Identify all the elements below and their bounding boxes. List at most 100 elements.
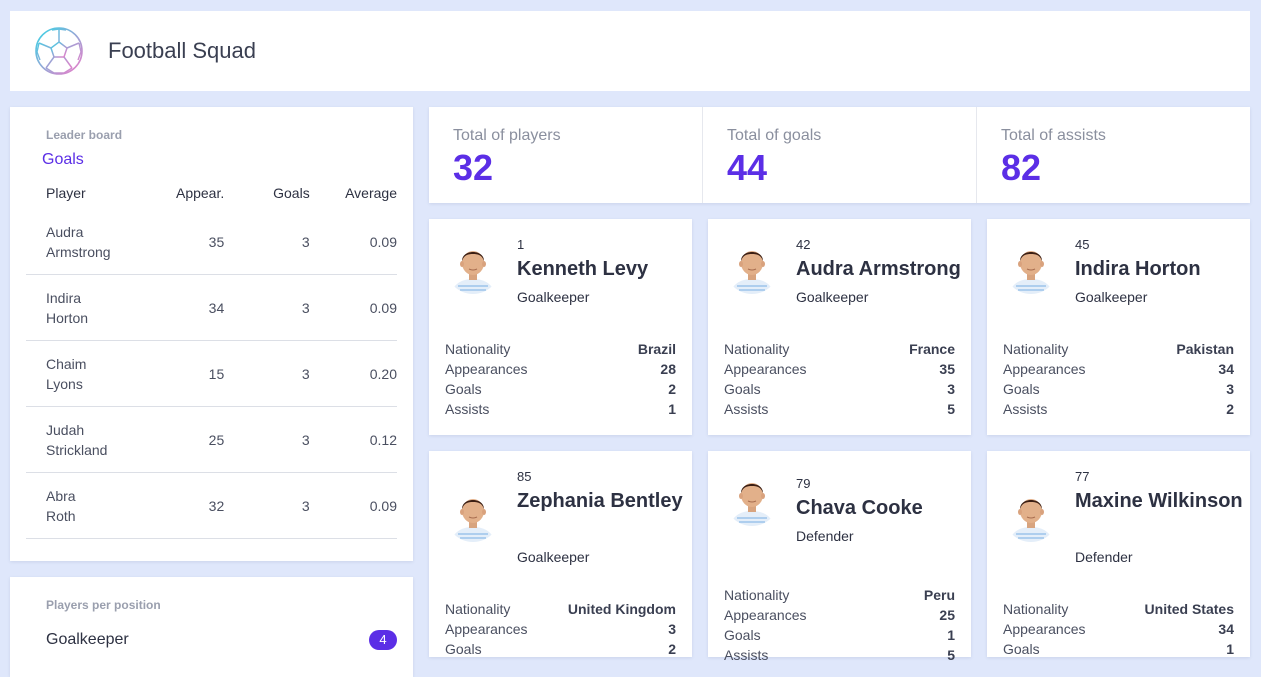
goals-label: Goals	[445, 381, 482, 397]
player-avatar-icon	[1003, 239, 1059, 295]
stat-value: 82	[1001, 147, 1042, 188]
appearances-label: Appearances	[1003, 361, 1086, 377]
player-avatar-icon	[445, 239, 501, 295]
player-name: Chava Cooke	[796, 497, 923, 519]
stat-value: 32	[453, 147, 494, 188]
table-row[interactable]: Abra Roth 32 3 0.09	[26, 472, 397, 539]
column-appearances: Appear.	[175, 185, 225, 201]
player-position: Goalkeeper	[517, 549, 590, 565]
assists-label: Assists	[1003, 401, 1048, 417]
goals-value: 1	[1226, 641, 1234, 657]
leaderboard-table: Player Appear. Goals Average Audra Armstr…	[26, 177, 397, 539]
leaderboard-header-row: Player Appear. Goals Average	[26, 177, 397, 209]
player-number: 79	[796, 476, 811, 491]
player-name: Maxine Wilkinson	[1075, 490, 1243, 512]
stat-label: Total of goals	[727, 127, 822, 144]
nationality-value: Peru	[923, 587, 955, 603]
appearances-label: Appearances	[1003, 621, 1086, 637]
player-card[interactable]: 42 Audra Armstrong Goalkeeper Nationalit…	[708, 219, 971, 435]
player-avatar-icon	[724, 239, 780, 295]
appearances-value: 34	[1218, 361, 1234, 377]
nationality-value: United States	[1144, 601, 1234, 617]
player-stats: Nationality Peru Appearances 25 Goals 1 Ass…	[724, 585, 955, 665]
assists-label: Assists	[724, 401, 769, 417]
column-average: Average	[345, 185, 397, 201]
player-avatar-icon	[1003, 487, 1059, 543]
average-cell: 0.09	[309, 274, 397, 341]
appearances-value: 34	[1218, 621, 1234, 637]
stat-value: 44	[727, 147, 768, 188]
appearances-value: 35	[939, 361, 955, 377]
appearances-label: Appearances	[445, 361, 528, 377]
player-card[interactable]: 79 Chava Cooke Defender Nationality Peru …	[708, 451, 971, 663]
goals-label: Goals	[724, 381, 761, 397]
player-number: 42	[796, 237, 811, 252]
player-stats: Nationality United States Appearances 34 G…	[1003, 599, 1234, 659]
player-name: Kenneth Levy	[517, 258, 649, 280]
player-position: Goalkeeper	[517, 289, 590, 305]
app-title: Football Squad	[108, 38, 256, 63]
player-name-cell: Chaim Lyons	[26, 340, 138, 407]
player-number: 77	[1075, 469, 1090, 484]
player-card[interactable]: 1 Kenneth Levy Goalkeeper Nationality Bra…	[429, 219, 692, 435]
leaderboard-subtitle[interactable]: Goals	[42, 151, 84, 168]
player-position: Defender	[1075, 549, 1133, 565]
player-position: Goalkeeper	[1075, 289, 1148, 305]
nationality-value: France	[909, 341, 955, 357]
player-stats: Nationality United Kingdom Appearances 3 G…	[445, 599, 676, 659]
player-name-cell: Indira Horton	[26, 274, 138, 341]
table-row[interactable]: Indira Horton 34 3 0.09	[26, 274, 397, 341]
player-name: Indira Horton	[1075, 258, 1201, 280]
player-name-cell: Audra Armstrong	[26, 209, 138, 275]
assists-label: Assists	[445, 401, 490, 417]
appearances-value: 25	[939, 607, 955, 623]
goals-label: Goals	[1003, 381, 1040, 397]
appearances-cell: 25	[137, 406, 225, 473]
goals-cell: 3	[224, 472, 310, 539]
goals-label: Goals	[1003, 641, 1040, 657]
average-cell: 0.09	[309, 472, 397, 539]
player-position: Defender	[796, 528, 854, 544]
table-row[interactable]: Audra Armstrong 35 3 0.09	[26, 209, 397, 275]
nationality-value: Brazil	[637, 341, 676, 357]
leaderboard-card: Leader board Goals Player Appear. Goals …	[10, 107, 413, 561]
table-row[interactable]: Chaim Lyons 15 3 0.20	[26, 340, 397, 407]
player-card[interactable]: 85 Zephania Bentley Goalkeeper Nationali…	[429, 451, 692, 657]
appearances-label: Appearances	[445, 621, 528, 637]
stats-panel: Total of players 32 Total of goals 44 To…	[429, 107, 1250, 203]
nationality-label: Nationality	[724, 341, 790, 357]
position-item-goalkeeper[interactable]: Goalkeeper 4	[46, 630, 397, 650]
player-avatar-icon	[445, 487, 501, 543]
soccer-ball-icon[interactable]	[34, 26, 84, 76]
goals-cell: 3	[224, 406, 310, 473]
player-name: Audra Armstrong	[796, 258, 961, 280]
assists-label: Assists	[724, 647, 769, 663]
average-cell: 0.20	[309, 340, 397, 407]
goals-label: Goals	[724, 627, 761, 643]
app-header: Football Squad	[10, 11, 1250, 91]
assists-value: 5	[947, 647, 955, 663]
appearances-value: 3	[668, 621, 676, 637]
player-stats: Nationality Pakistan Appearances 34 Goals 3…	[1003, 339, 1234, 419]
column-player: Player	[46, 185, 86, 201]
appearances-cell: 34	[137, 274, 225, 341]
nationality-value: Pakistan	[1176, 341, 1234, 357]
goals-cell: 3	[224, 274, 310, 341]
table-row[interactable]: Judah Strickland 25 3 0.12	[26, 406, 397, 473]
appearances-value: 28	[660, 361, 676, 377]
player-name-cell: Judah Strickland	[26, 406, 138, 473]
player-number: 85	[517, 469, 532, 484]
player-avatar-icon	[724, 471, 780, 527]
player-stats: Nationality Brazil Appearances 28 Goals 2 A…	[445, 339, 676, 419]
goals-value: 3	[1226, 381, 1234, 397]
goals-value: 2	[668, 641, 676, 657]
goals-cell: 3	[224, 340, 310, 407]
assists-value: 5	[947, 401, 955, 417]
nationality-label: Nationality	[445, 341, 511, 357]
player-card[interactable]: 77 Maxine Wilkinson Defender Nationality…	[987, 451, 1250, 657]
average-cell: 0.12	[309, 406, 397, 473]
player-number: 1	[517, 237, 525, 252]
player-card[interactable]: 45 Indira Horton Goalkeeper Nationality P…	[987, 219, 1250, 435]
stat-total-goals: Total of goals 44	[703, 107, 977, 203]
goals-value: 3	[947, 381, 955, 397]
